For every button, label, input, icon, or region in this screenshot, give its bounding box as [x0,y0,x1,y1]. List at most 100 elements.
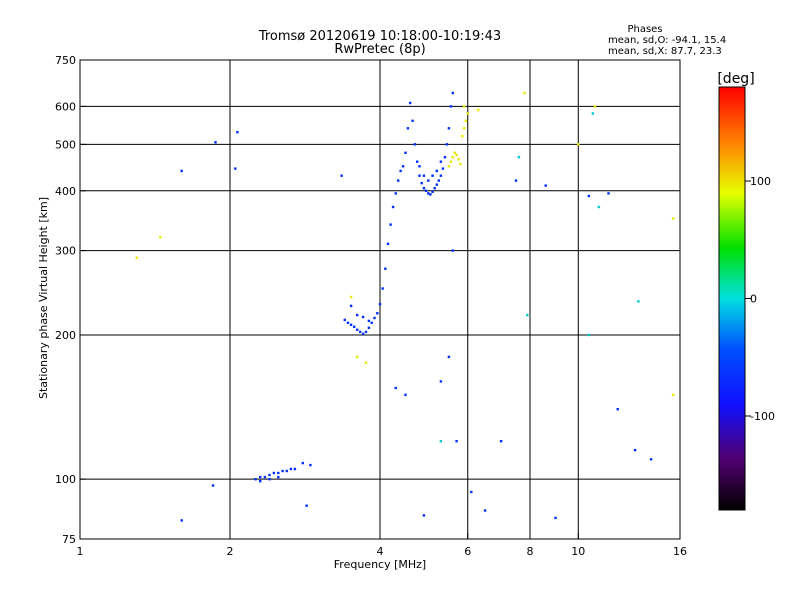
data-point [397,179,400,182]
data-point [439,380,443,383]
data-point [427,179,430,182]
data-point [356,328,359,331]
data-point [462,127,466,130]
data-point [259,475,262,479]
colorbar [718,86,746,511]
data-point [671,393,675,396]
data-point [367,319,371,323]
data-point [499,440,503,443]
data-point [451,249,454,252]
data-point [343,318,346,322]
x-tick-label: 16 [673,545,687,558]
data-point [477,108,480,112]
data-point [404,393,407,396]
data-point [437,179,440,182]
y-tick-label: 400 [55,185,76,198]
data-point [404,151,407,154]
data-point [135,256,138,259]
data-point [254,478,257,481]
data-point [376,312,379,315]
data-point [180,519,183,522]
data-point [356,355,359,359]
data-point [349,295,353,299]
data-point [340,174,343,177]
colorbar-ticks: 100 0 -100 [745,175,775,423]
x-tick-label: 10 [571,545,585,558]
data-point [443,156,447,159]
data-point [361,315,365,319]
data-point [305,504,308,507]
data-point [483,509,487,512]
data-point [671,217,675,220]
x-axis-label: Frequency [MHz] [334,558,426,571]
data-point [418,165,421,168]
data-point [236,131,239,134]
data-point [349,323,353,326]
data-point [449,105,453,108]
data-point [449,160,453,163]
data-point [420,181,423,185]
data-point [451,91,454,95]
y-axis-label: Stationary phase Virtual Height [km] [37,197,50,399]
data-point [373,316,376,320]
data-point [211,484,215,487]
data-point [293,467,297,471]
data-point [514,179,518,182]
data-point [406,127,410,130]
data-point [381,287,384,290]
data-point [394,192,397,195]
data-point [597,205,601,209]
data-point [439,174,443,177]
data-point [259,480,262,483]
data-point [457,158,460,161]
data-point [427,192,430,195]
data-point [447,127,451,130]
data-point [526,313,529,317]
data-point [517,156,521,159]
x-tick-label: 2 [227,545,234,558]
data-point [464,119,468,122]
data-point [429,193,432,196]
data-point [633,448,637,452]
data-point [234,167,237,170]
data-point [453,151,456,154]
x-tick-label: 4 [377,545,384,558]
data-point [422,187,426,190]
y-tick-label: 300 [55,245,76,258]
x-tick-label: 8 [527,545,534,558]
data-point [447,355,451,359]
data-point [422,174,426,177]
data-point [607,192,610,195]
data-point [370,321,373,324]
data-point [413,143,417,146]
data-point [268,473,271,477]
data-point [272,471,276,475]
data-point [441,167,445,170]
data-point [431,174,434,177]
phase-stats-title: Phases [627,24,662,35]
data-point [384,267,387,270]
data-point [445,143,449,146]
data-point [470,490,473,494]
data-point [435,183,438,186]
data-point [346,321,350,324]
x-tick-label: 1 [77,545,84,558]
data-point [451,156,454,159]
data-point [439,440,443,443]
data-point [422,514,426,517]
data-point [466,112,469,115]
data-point [378,302,382,306]
data-point [435,169,438,173]
data-point [593,105,597,108]
data-point [591,112,595,115]
colorbar-tick-label: 100 [750,175,771,188]
data-point [281,469,284,473]
data-point [461,135,464,138]
data-point [439,160,443,163]
data-point [418,174,421,177]
data-point [616,408,619,411]
y-tick-label: 100 [55,473,76,486]
data-point [364,330,368,334]
y-tick-label: 75 [62,533,76,546]
